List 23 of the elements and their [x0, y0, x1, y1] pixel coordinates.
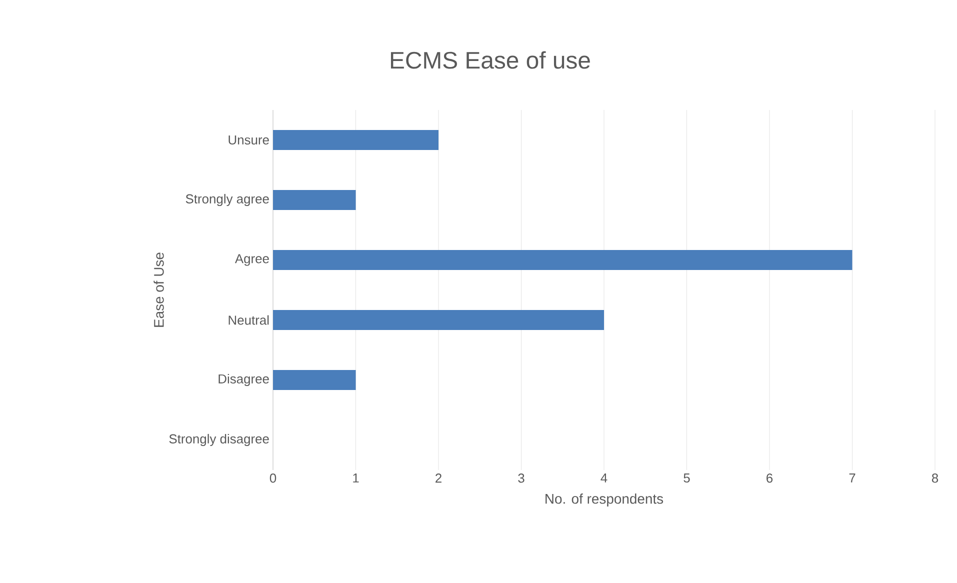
x-tick-label: 1	[353, 474, 359, 482]
y-axis-title: Ease of Use	[154, 252, 164, 327]
x-tick-label: 5	[684, 474, 690, 483]
bar	[273, 250, 852, 270]
x-tick-label: 8	[932, 474, 938, 483]
x-tick-label: 3	[518, 474, 524, 483]
bar	[273, 190, 356, 210]
x-tick-label: 4	[600, 474, 608, 482]
chart-title: ECMS Ease of use	[390, 51, 590, 69]
y-tick-label: Agree	[234, 254, 269, 266]
x-axis-title: No. of respondents	[546, 494, 664, 507]
x-tick-label: 2	[436, 474, 442, 483]
y-tick-label: Disagree	[218, 374, 269, 386]
bar	[273, 370, 356, 390]
bar	[273, 130, 439, 150]
y-tick-label: Strongly disagree	[169, 434, 269, 446]
bar	[273, 310, 604, 330]
x-tick-label: 7	[849, 474, 856, 482]
y-tick-label: Neutral	[228, 315, 269, 325]
y-tick-label: Strongly agree	[186, 194, 269, 206]
x-tick-label: 0	[270, 474, 276, 483]
x-tick-label: 6	[766, 474, 773, 483]
y-tick-label: Unsure	[228, 135, 269, 145]
